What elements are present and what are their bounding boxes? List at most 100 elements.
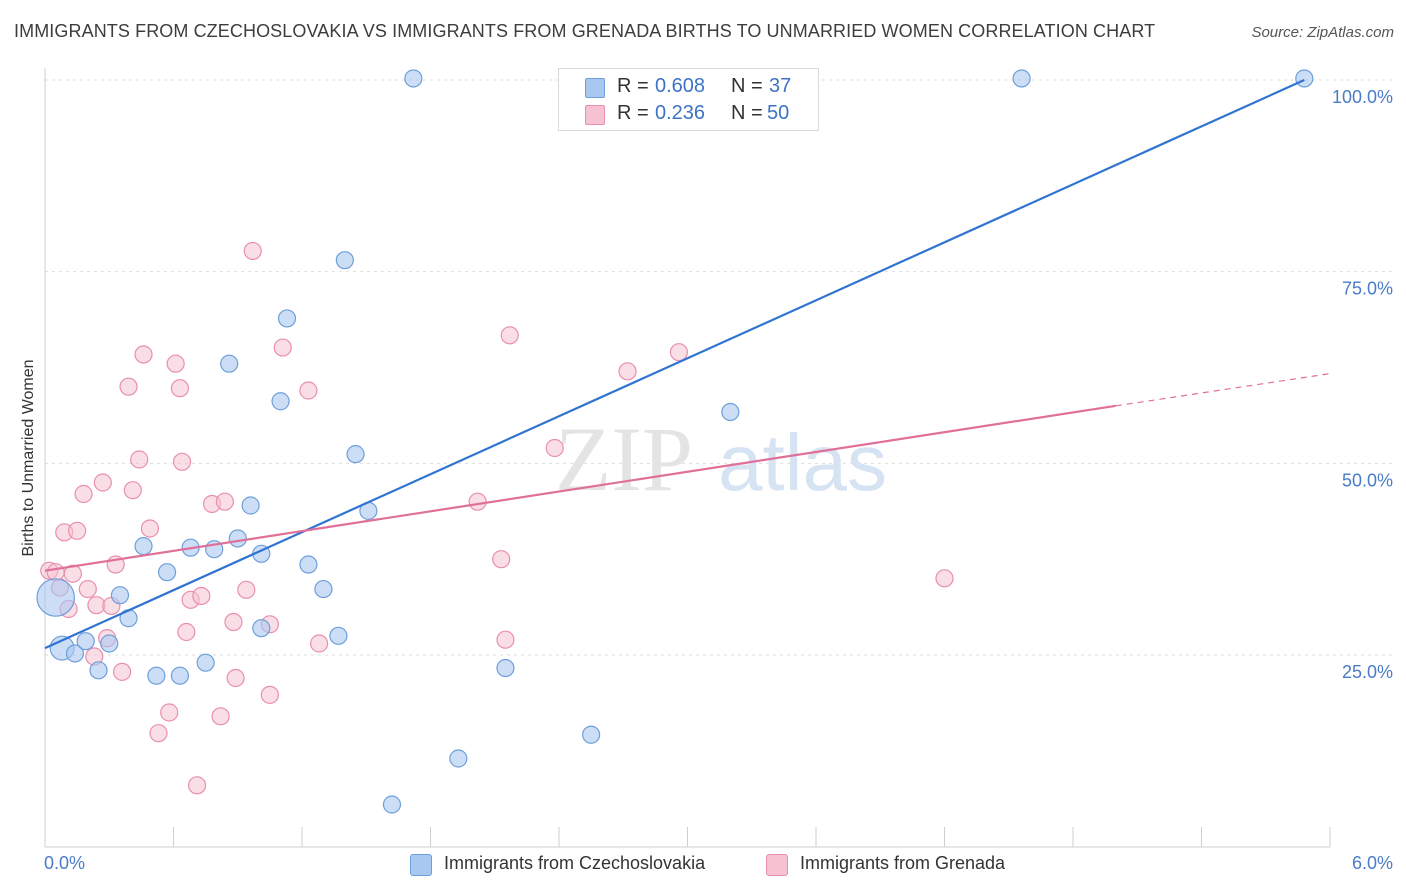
czechoslovakia-point — [496, 658, 515, 678]
y-tick-label: 100.0% — [1332, 87, 1393, 107]
czechoslovakia-point — [382, 795, 402, 814]
grenada-point — [243, 241, 262, 261]
grenada-point — [226, 668, 245, 688]
czechoslovakia-point — [252, 619, 271, 638]
czechoslovakia-legend-swatch — [410, 854, 432, 876]
czechoslovakia-point — [449, 749, 468, 768]
n-label: N = — [731, 75, 763, 97]
grenada-point — [160, 703, 179, 722]
czechoslovakia-point — [346, 445, 365, 464]
czechoslovakia-point — [299, 555, 318, 574]
trend-lines — [44, 78, 1331, 650]
czechoslovakia-point — [1295, 69, 1314, 88]
czechoslovakia-point — [582, 725, 601, 744]
grenada-point — [215, 492, 234, 511]
czechoslovakia-trend-line — [44, 78, 1305, 650]
czechoslovakia-point — [76, 632, 95, 651]
n-label: N = — [731, 102, 763, 124]
czechoslovakia-point — [220, 354, 239, 373]
x-tick-labels: 0.0% 6.0% — [44, 853, 1393, 873]
grenada-point — [492, 550, 511, 569]
grenada-point — [78, 579, 97, 599]
y-tick-label: 25.0% — [1342, 662, 1393, 682]
czechoslovakia-point — [404, 69, 423, 88]
grenada-point — [119, 377, 138, 396]
czechoslovakia-point — [134, 537, 153, 556]
grenada-point — [166, 354, 185, 373]
legend-label: Immigrants from Grenada — [800, 853, 1006, 873]
n-value: 50 — [767, 102, 790, 124]
r-label: R = — [617, 102, 649, 124]
grenada-point — [273, 338, 292, 357]
czechoslovakia-swatch — [585, 78, 605, 98]
grenada-point — [192, 586, 211, 606]
czechoslovakia-point — [196, 653, 215, 672]
czechoslovakia-point — [335, 251, 354, 270]
grenada-point — [123, 481, 142, 500]
grenada-point — [177, 622, 196, 642]
grenada-point — [68, 521, 87, 540]
y-tick-label: 75.0% — [1342, 279, 1393, 299]
czechoslovakia-point — [314, 579, 333, 599]
x-tick-label: 0.0% — [44, 853, 85, 873]
legend-label: Immigrants from Czechoslovakia — [444, 853, 706, 873]
czechoslovakia-point — [1012, 69, 1031, 88]
stats-box: R = 0.608 N = 37 R = 0.236 N = 50 — [558, 68, 819, 131]
czechoslovakia-point — [277, 309, 297, 328]
grenada-point — [260, 685, 279, 704]
grenada-trend-extension — [1115, 373, 1331, 407]
grenada-point — [310, 634, 329, 653]
grenada-point — [134, 345, 153, 364]
czechoslovakia-point — [147, 666, 166, 685]
r-value: 0.608 — [655, 75, 706, 97]
czechoslovakia-point — [65, 644, 85, 663]
grenada-point — [172, 452, 192, 471]
czechoslovakia-point — [36, 578, 76, 617]
grenada-point — [237, 580, 256, 599]
czechoslovakia-point — [241, 496, 260, 515]
grenada-point — [130, 450, 149, 469]
grenada-point — [935, 569, 954, 588]
czechoslovakia-point — [228, 529, 247, 548]
czechoslovakia-point — [89, 661, 108, 680]
grenada-point — [618, 362, 637, 381]
grenada-point — [224, 612, 243, 632]
grenada-point — [545, 438, 564, 458]
grenada-point — [496, 630, 515, 649]
grenada-point — [140, 519, 160, 538]
grenada-points — [40, 241, 954, 795]
grenada-point — [63, 564, 82, 583]
grenada-point — [299, 381, 318, 400]
grenada-point — [93, 473, 112, 492]
czechoslovakia-point — [721, 402, 740, 422]
grenada-point — [74, 484, 93, 504]
czechoslovakia-point — [157, 563, 177, 582]
chart-title: IMMIGRANTS FROM CZECHOSLOVAKIA VS IMMIGR… — [14, 21, 1156, 41]
grenada-point — [187, 776, 207, 795]
grenada-point — [149, 724, 168, 743]
czechoslovakia-point — [271, 392, 290, 411]
r-value: 0.236 — [655, 102, 706, 124]
watermark-zip: ZIP — [555, 408, 693, 510]
grenada-point — [112, 662, 132, 681]
x-tick-label: 6.0% — [1352, 853, 1393, 873]
grenada-swatch — [585, 105, 605, 125]
gridlines — [45, 79, 1393, 656]
grenada-point — [468, 492, 487, 511]
grenada-point — [170, 379, 190, 398]
grenada-point — [46, 563, 65, 582]
axes — [44, 68, 1331, 848]
grenada-point — [211, 707, 230, 726]
r-label: R = — [617, 75, 649, 97]
y-tick-labels: 25.0% 50.0% 75.0% 100.0% — [1332, 87, 1393, 682]
czechoslovakia-point — [100, 634, 119, 653]
n-value: 37 — [769, 75, 792, 97]
y-tick-label: 50.0% — [1342, 470, 1393, 490]
grenada-trend-line — [44, 404, 1117, 572]
watermark: ZIP atlas — [555, 408, 887, 510]
czechoslovakia-point — [170, 666, 190, 685]
czechoslovakia-point — [110, 586, 130, 605]
source-label: Source: ZipAtlas.com — [1251, 24, 1394, 41]
y-axis-label: Births to Unmarried Women — [20, 359, 37, 556]
